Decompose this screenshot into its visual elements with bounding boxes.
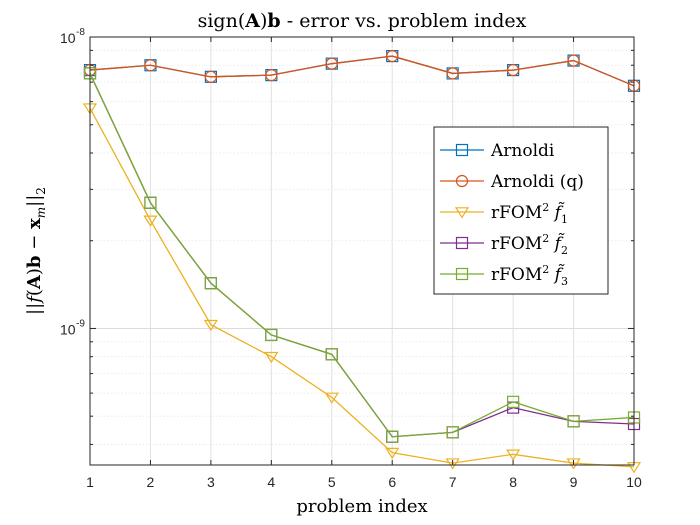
- data-point: [325, 348, 338, 361]
- data-point: [265, 328, 278, 342]
- data-point: [325, 57, 338, 70]
- data-point: [264, 351, 279, 364]
- legend-label: Arnoldi (q): [490, 172, 584, 192]
- legend-label: rFOM2 f̃3: [491, 263, 568, 288]
- legend-label: rFOM2 f̃2: [491, 232, 568, 257]
- y-tick-label: 10: [60, 30, 76, 46]
- y-tick-label-exponent: -8: [76, 27, 85, 38]
- y-tick-label-exponent: -9: [76, 318, 85, 329]
- data-point: [144, 59, 157, 72]
- chart-title: sign(A)b - error vs. problem index: [198, 10, 527, 32]
- series-line: [89, 107, 635, 468]
- data-point: [324, 392, 339, 404]
- x-tick-label: 7: [449, 474, 457, 490]
- x-tick-label: 3: [207, 474, 215, 490]
- data-point: [446, 67, 459, 80]
- data-point: [507, 63, 520, 77]
- x-tick-label: 8: [509, 474, 517, 490]
- legend-label: Arnoldi: [490, 141, 555, 161]
- legend-entry: Arnoldi (q): [440, 172, 584, 192]
- data-point: [265, 69, 278, 82]
- series-line: [89, 55, 635, 87]
- legend-marker: [455, 236, 469, 250]
- data-point: [566, 458, 581, 470]
- x-tick-label: 4: [267, 474, 275, 490]
- legend-box: [433, 126, 609, 295]
- data-point: [446, 426, 459, 439]
- legend-entry: Arnoldi: [440, 141, 555, 161]
- data-point: [204, 70, 217, 83]
- legend-marker: [455, 267, 469, 281]
- data-point: [506, 449, 521, 461]
- data-point: [203, 319, 218, 332]
- x-tick-label: 10: [626, 474, 642, 490]
- data-point: [445, 458, 460, 470]
- x-tick-label: 6: [388, 474, 396, 490]
- data-point: [385, 447, 400, 460]
- y-tick-label: 10: [60, 321, 76, 337]
- data-point: [386, 49, 399, 63]
- series-layer: [82, 49, 642, 474]
- y-axis-label: ||f(A)b − xm||2: [24, 187, 48, 315]
- x-tick-label: 1: [86, 474, 94, 490]
- data-point: [567, 54, 580, 67]
- x-axis-label: problem index: [296, 496, 427, 517]
- x-tick-label: 5: [328, 474, 336, 490]
- data-point: [386, 430, 399, 443]
- legend-marker: [455, 143, 469, 157]
- data-point: [204, 277, 217, 290]
- series-5: [83, 67, 641, 443]
- data-point: [507, 395, 520, 408]
- data-point: [143, 215, 158, 227]
- plot-frame: [89, 36, 635, 466]
- x-tick-label: 9: [570, 474, 578, 490]
- data-point: [144, 196, 157, 209]
- legend: Arnoldi Arnoldi (q) rFOM2 f̃1 rFOM2 f̃2 rFOM…: [433, 126, 609, 295]
- series-line: [89, 73, 635, 438]
- legend-marker: [454, 207, 470, 219]
- legend-label: rFOM2 f̃1: [491, 201, 568, 226]
- x-tick-label: 2: [147, 474, 155, 490]
- legend-marker: [455, 174, 469, 188]
- data-point: [567, 415, 580, 428]
